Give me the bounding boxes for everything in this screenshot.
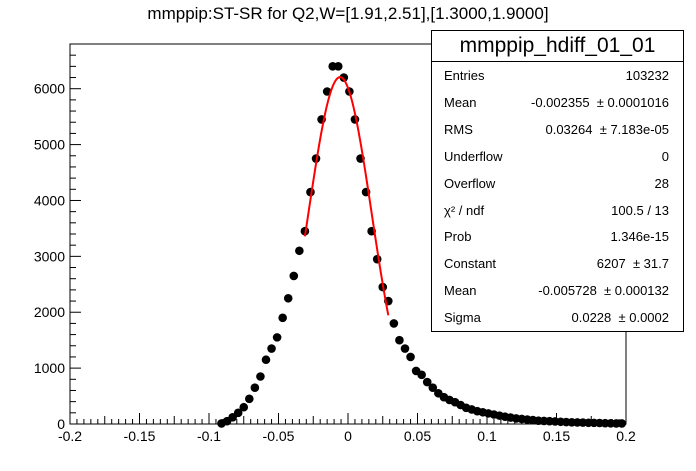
x-tick-label: 0.15 bbox=[543, 428, 570, 444]
x-tick-label: 0.05 bbox=[404, 428, 431, 444]
y-tick-label: 4000 bbox=[34, 192, 65, 208]
stats-row: RMS 0.03264 ± 7.183e-05 bbox=[432, 116, 683, 143]
y-tick-label: 5000 bbox=[34, 137, 65, 153]
data-point bbox=[283, 293, 293, 303]
stats-box-title: mmppip_hdiff_01_01 bbox=[432, 31, 683, 62]
stats-box: mmppip_hdiff_01_01 Entries 103232 Mean -0.0… bbox=[431, 30, 684, 332]
stats-value: -0.005728 ± 0.000132 bbox=[538, 283, 669, 299]
y-tick-label: 6000 bbox=[34, 81, 65, 97]
stats-label: Sigma bbox=[444, 310, 481, 326]
stats-value: 6207 ± 31.7 bbox=[596, 256, 669, 272]
data-point bbox=[295, 246, 304, 256]
x-tick-label: -0.15 bbox=[124, 428, 156, 444]
stats-row: Prob 1.346e-15 bbox=[432, 223, 683, 250]
stats-value: 28 bbox=[654, 175, 669, 191]
data-point bbox=[400, 344, 410, 353]
data-point bbox=[422, 377, 432, 387]
data-point bbox=[289, 271, 299, 281]
stats-row: Mean -0.002355 ± 0.0001016 bbox=[432, 89, 683, 116]
data-point bbox=[333, 62, 343, 71]
data-point bbox=[372, 254, 382, 264]
data-points bbox=[217, 62, 627, 428]
stats-label: Underflow bbox=[444, 148, 503, 164]
data-point bbox=[406, 352, 415, 362]
data-point bbox=[617, 419, 627, 428]
stats-row: Constant 6207 ± 31.7 bbox=[432, 250, 683, 277]
gaussian-fit-line bbox=[303, 76, 390, 316]
y-axis: 0 1000 2000 3000 4000 5000 6000 bbox=[34, 43, 81, 432]
stats-value: 0.0228 ± 0.0002 bbox=[571, 310, 670, 326]
y-tick-label: 0 bbox=[57, 416, 65, 432]
data-point bbox=[256, 372, 265, 381]
data-point bbox=[389, 319, 399, 328]
stats-value: 0 bbox=[661, 148, 669, 164]
stats-value: 0.03264 ± 7.183e-05 bbox=[545, 121, 669, 137]
stats-label: Prob bbox=[444, 229, 472, 245]
x-tick-label: -0.1 bbox=[197, 428, 221, 444]
data-point bbox=[233, 408, 243, 418]
data-point bbox=[261, 355, 271, 365]
stats-label: Overflow bbox=[444, 175, 496, 191]
data-point bbox=[250, 383, 260, 392]
data-point bbox=[395, 335, 404, 345]
data-point bbox=[239, 402, 249, 412]
x-tick-label: 0.2 bbox=[616, 428, 636, 444]
data-point bbox=[428, 383, 438, 392]
data-point bbox=[267, 344, 276, 353]
y-tick-label: 2000 bbox=[34, 304, 65, 320]
stats-row: Entries 103232 bbox=[432, 62, 683, 89]
stats-value: 103232 bbox=[625, 68, 669, 83]
x-axis: -0.2 -0.15 -0.1 -0.05 0 0.05 0.1 0.15 0.2 bbox=[58, 413, 636, 444]
stats-row: Sigma 0.0228 ± 0.0002 bbox=[432, 304, 683, 331]
fit-curve bbox=[303, 76, 390, 316]
stats-label: Mean bbox=[444, 283, 477, 299]
stats-label: Entries bbox=[444, 68, 485, 83]
x-tick-label: 0.1 bbox=[477, 428, 497, 444]
stats-row: Overflow 28 bbox=[432, 170, 683, 197]
stats-value: 100.5 / 13 bbox=[611, 202, 669, 218]
stats-row: χ² / ndf 100.5 / 13 bbox=[432, 197, 683, 224]
data-point bbox=[339, 73, 349, 82]
data-point bbox=[272, 333, 282, 342]
y-tick-label: 1000 bbox=[34, 360, 65, 376]
x-tick-label: 0 bbox=[344, 428, 352, 444]
stats-value: 1.346e-15 bbox=[610, 229, 669, 245]
stats-row: Mean -0.005728 ± 0.000132 bbox=[432, 277, 683, 304]
y-tick-label: 3000 bbox=[34, 248, 65, 264]
stats-value: -0.002355 ± 0.0001016 bbox=[531, 94, 669, 110]
chart-title: mmppip:ST-SR for Q2,W=[1.91,2.51],[1.300… bbox=[147, 4, 549, 23]
x-tick-label: -0.2 bbox=[58, 428, 82, 444]
data-point bbox=[417, 370, 426, 380]
stats-label: Constant bbox=[444, 256, 497, 272]
stats-label: RMS bbox=[444, 121, 473, 137]
x-tick-label: -0.05 bbox=[263, 428, 295, 444]
stats-label: Mean bbox=[444, 94, 477, 110]
stats-row: Underflow 0 bbox=[432, 143, 683, 170]
data-point bbox=[278, 313, 287, 323]
data-point bbox=[245, 394, 254, 404]
stats-label: χ² / ndf bbox=[444, 202, 485, 218]
